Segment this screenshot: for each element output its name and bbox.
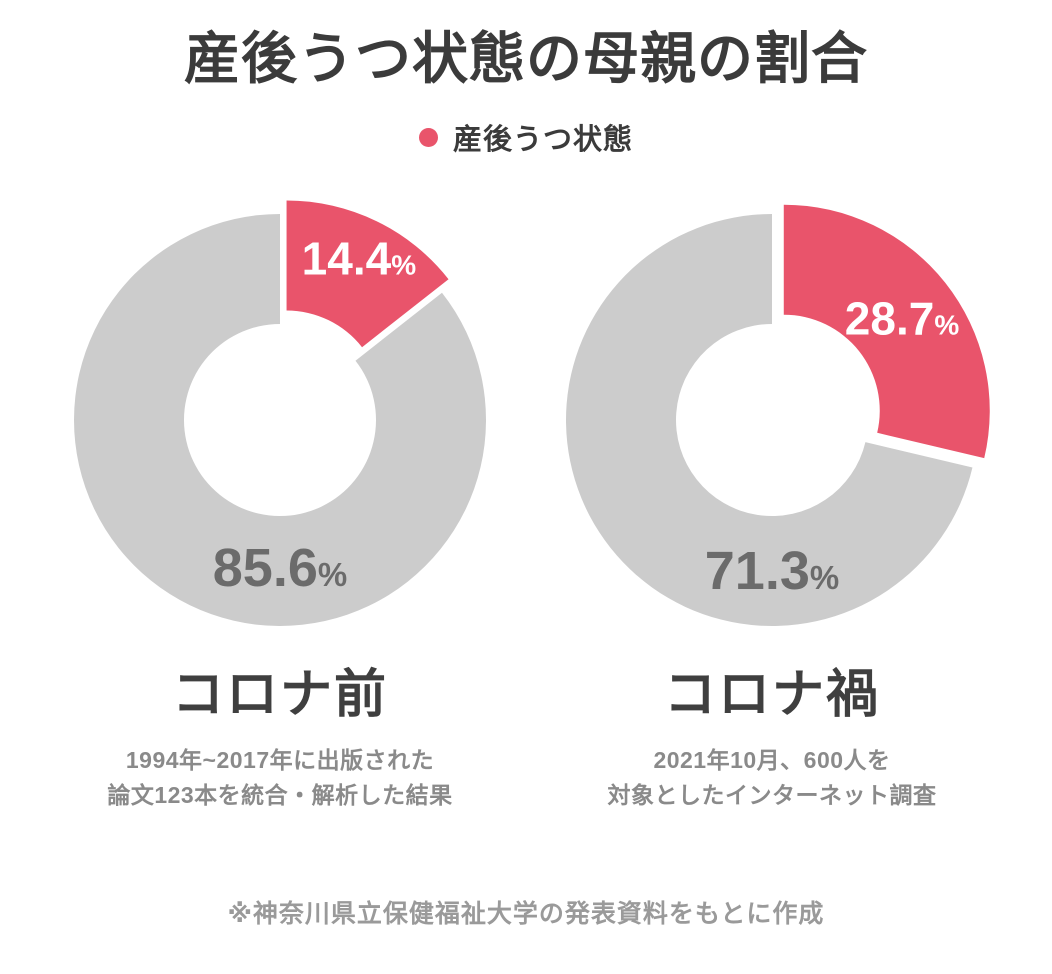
page-title: 産後うつ状態の母親の割合: [184, 27, 868, 90]
chart-note-during-corona: 2021年10月、600人を 対象としたインターネット調査: [608, 743, 937, 812]
chart-note-line: 対象としたインターネット調査: [607, 781, 937, 808]
charts-row: 14.4% 85.6% コロナ前 1994年~2017年に出版された 論文123本…: [60, 188, 992, 812]
chart-caption: コロナ前 1994年~2017年に出版された 論文123本を統合・解析した結果: [107, 638, 452, 812]
donut-slice-other: [566, 214, 973, 626]
source-note: ※神奈川県立保健福祉大学の発表資料をもとに作成: [227, 900, 825, 928]
chart-title-pre-corona: コロナ前: [171, 666, 388, 724]
donut-slice-other: [74, 214, 487, 626]
donut-slice-postpartum-depression: [286, 200, 449, 348]
donut-chart-svg-during-corona: 28.7% 71.3%: [566, 204, 990, 626]
chart-caption: コロナ禍 2021年10月、600人を 対象としたインターネット調査: [608, 638, 937, 812]
legend-dot-icon: [418, 127, 438, 147]
slice-label-other: 71.3%: [705, 541, 839, 601]
legend-label: 産後うつ状態: [452, 124, 633, 156]
chart-note-line: 1994年~2017年に出版された: [125, 747, 435, 773]
donut-chart-during-corona: 28.7% 71.3% コロナ禍 2021年10月、600人を 対象としたインター…: [552, 188, 992, 812]
donut-chart-svg-pre-corona: 14.4% 85.6%: [74, 200, 487, 626]
slice-label-postpartum-depression: 28.7%: [845, 292, 960, 344]
chart-note-pre-corona: 1994年~2017年に出版された 論文123本を統合・解析した結果: [107, 743, 452, 812]
chart-title-during-corona: コロナ禍: [663, 666, 880, 724]
chart-note-line: 論文123本を統合・解析した結果: [107, 781, 453, 808]
legend: 産後うつ状態: [418, 116, 633, 158]
donut-chart-pre-corona: 14.4% 85.6% コロナ前 1994年~2017年に出版された 論文123本…: [60, 188, 500, 812]
slice-label-postpartum-depression: 14.4%: [302, 232, 417, 284]
slice-label-other: 85.6%: [213, 538, 347, 598]
donut-slice-postpartum-depression: [783, 204, 990, 459]
chart-note-line: 2021年10月、600人を: [653, 747, 891, 773]
